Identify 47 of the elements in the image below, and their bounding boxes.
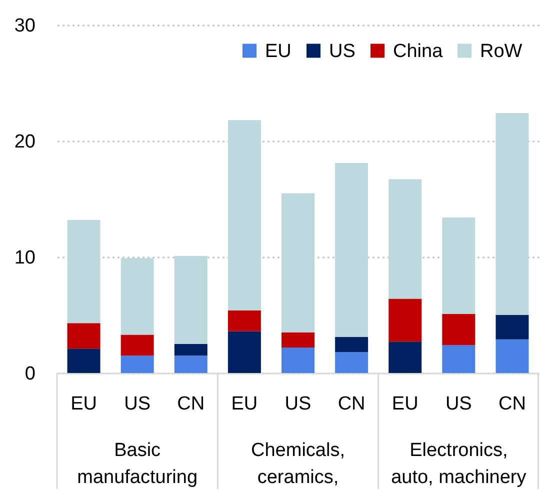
bar — [228, 331, 261, 373]
bar — [496, 339, 529, 373]
bar — [282, 332, 314, 348]
y-tick-label: 20 — [14, 132, 36, 152]
y-tick-label: 0 — [24, 364, 36, 384]
x-tick-label: EU — [70, 394, 97, 414]
bar — [67, 348, 100, 373]
bar — [67, 323, 100, 349]
legend-label: US — [329, 40, 356, 62]
bar — [228, 310, 261, 332]
bar — [335, 163, 368, 338]
bar — [442, 218, 476, 314]
bar — [496, 315, 529, 340]
bar — [496, 113, 529, 315]
bar — [335, 337, 368, 352]
bar — [388, 298, 422, 342]
legend-label: EU — [265, 40, 292, 62]
x-tick-label: US — [124, 394, 151, 414]
bar — [174, 344, 208, 356]
legend-label: RoW — [480, 40, 522, 62]
bar — [67, 220, 100, 324]
bar — [282, 193, 314, 332]
bar — [120, 334, 154, 356]
text: Basic manufacturing — [77, 440, 198, 488]
bar — [120, 258, 154, 335]
bar — [228, 120, 261, 310]
y-tick-label: 10 — [14, 248, 36, 268]
bar — [120, 356, 154, 373]
bar — [174, 356, 208, 373]
bar — [442, 314, 476, 346]
legend-label: China — [393, 40, 444, 62]
bar — [335, 352, 368, 373]
text: Chemicals, ceramics, — [251, 440, 345, 488]
bar — [388, 179, 422, 299]
bar — [388, 342, 422, 373]
x-tick-label: EU — [392, 394, 418, 414]
x-tick-label: CN — [498, 394, 526, 414]
x-tick-label: CN — [338, 394, 366, 414]
bar — [282, 347, 314, 373]
x-tick-label: US — [445, 394, 472, 414]
x-tick-label: US — [284, 394, 312, 414]
x-tick-label: CN — [177, 394, 205, 414]
bar — [174, 256, 208, 344]
y-tick-label: 30 — [14, 16, 36, 36]
text: Electronics, auto, machinery — [391, 440, 527, 488]
bar — [442, 345, 476, 373]
x-tick-label: EU — [231, 394, 258, 414]
